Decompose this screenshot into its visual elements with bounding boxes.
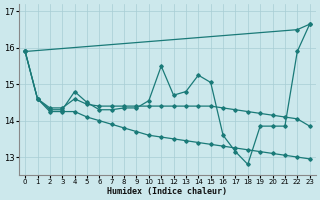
X-axis label: Humidex (Indice chaleur): Humidex (Indice chaleur)	[108, 187, 228, 196]
